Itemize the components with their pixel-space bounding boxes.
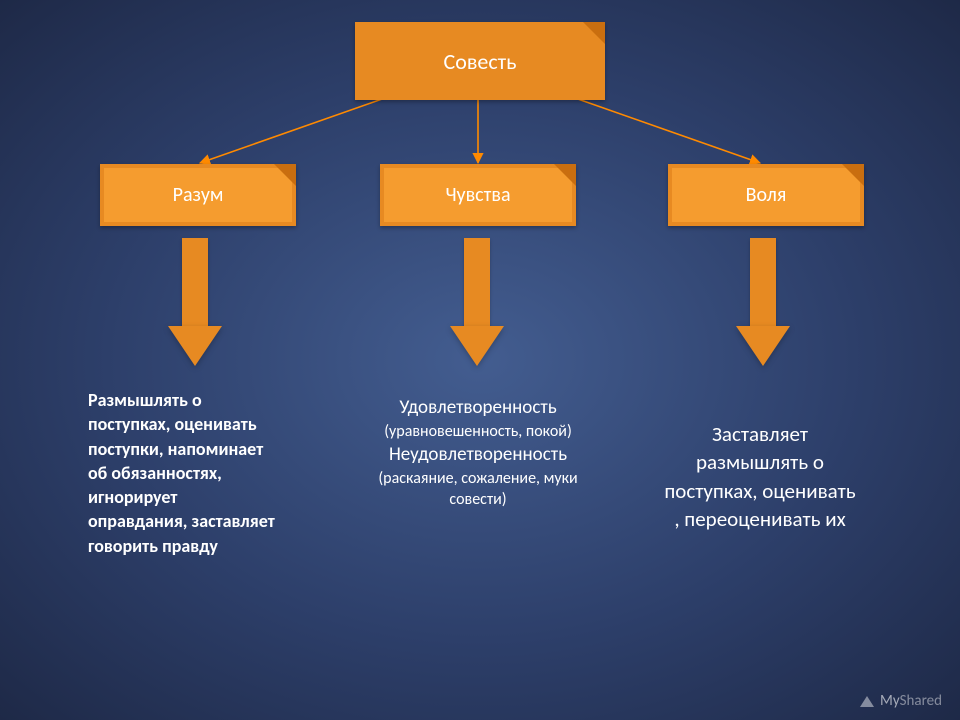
mid-node-center: Чувства — [380, 164, 576, 226]
thick-arrow-center — [450, 238, 504, 368]
desc-center: Удовлетворенность (уравновешенность, пок… — [368, 395, 588, 511]
mid-node-left: Разум — [100, 164, 296, 226]
mid-label-right: Воля — [672, 168, 860, 222]
desc-center-sat-paren: (уравновешенность, покой) — [368, 421, 588, 443]
desc-center-unsat-paren: (раскаяние, сожаление, муки совести) — [368, 468, 588, 511]
thick-arrow-right — [736, 238, 790, 368]
mid-label-center: Чувства — [384, 168, 572, 222]
desc-center-sat: Удовлетворенность — [368, 395, 588, 421]
edge-root-left — [200, 98, 385, 163]
desc-left: Размышлять о поступках, оценивать поступ… — [88, 388, 278, 558]
edge-root-right — [575, 98, 760, 163]
watermark-prefix: My — [880, 692, 900, 710]
root-node: Совесть — [355, 22, 605, 100]
watermark-rest: Shared — [900, 692, 942, 710]
diagram-stage: Совесть Разум Чувства Воля Размышлять о … — [0, 0, 960, 720]
desc-center-unsat: Неудовлетворенность — [368, 442, 588, 468]
mid-label-left: Разум — [104, 168, 292, 222]
root-label: Совесть — [444, 48, 517, 75]
thick-arrow-left — [168, 238, 222, 368]
desc-right: Заставляет размышлять о поступках, оцени… — [660, 420, 860, 533]
play-icon — [860, 696, 874, 707]
mid-node-right: Воля — [668, 164, 864, 226]
watermark: MyShared — [860, 692, 942, 710]
